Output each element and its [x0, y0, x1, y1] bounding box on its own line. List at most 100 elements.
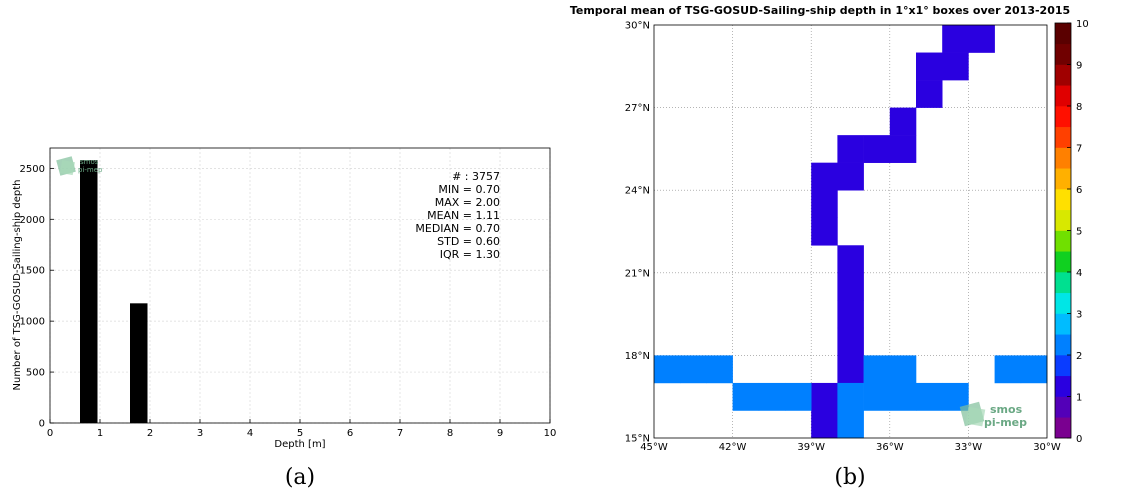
histogram-y-tick-label: 0 — [39, 419, 45, 430]
histogram-x-tick-label: 1 — [97, 428, 103, 439]
map-cell — [837, 162, 864, 191]
map-cell — [968, 25, 995, 53]
histogram-x-tick-label: 0 — [47, 428, 53, 439]
map-x-tick-label: 30°W — [1033, 442, 1061, 453]
colorbar-tick-label: 7 — [1076, 144, 1082, 155]
map-x-tick-label: 36°W — [876, 442, 904, 453]
map-cell — [889, 107, 917, 136]
map-ticks: 45°W 42°W 39°W 36°W 33°W 30°W 15°N 18°N 21°N 24°N… — [625, 21, 1061, 454]
histogram-x-tick-label: 4 — [247, 428, 253, 439]
map-cell — [758, 382, 786, 411]
map-cell — [811, 410, 838, 439]
map-x-tick-label: 45°W — [640, 442, 668, 453]
colorbar-segment — [1055, 106, 1071, 128]
map-cell — [863, 355, 891, 384]
colorbar-segment — [1055, 168, 1071, 190]
map-cell — [994, 355, 1022, 384]
histogram-y-tick-label: 500 — [26, 368, 45, 379]
histogram-y-tick-label: 2000 — [20, 215, 45, 226]
colorbar-segment — [1055, 85, 1071, 107]
colorbar-tick-label: 10 — [1076, 19, 1089, 30]
smos-logo-large: smos pi-mep — [959, 401, 1027, 429]
colorbar: 0 1 2 3 4 5 6 7 8 9 10 — [1054, 19, 1089, 445]
histogram-stat-line: MIN = 0.70 — [438, 183, 500, 196]
histogram-y-tick-label: 2500 — [20, 164, 45, 175]
map-cell — [732, 382, 760, 411]
histogram-x-tick-label: 2 — [147, 428, 153, 439]
histogram-chart: 0 1 2 3 4 5 6 7 8 9 10 0 500 1000 1500 2000 2500 Depth [… — [12, 147, 557, 490]
map-cell — [889, 135, 917, 163]
histogram-stat-line: MEDIAN = 0.70 — [415, 222, 500, 235]
histogram-x-tick-label: 9 — [497, 428, 503, 439]
histogram-y-tick-label: 1500 — [20, 266, 45, 277]
map-cell — [942, 25, 969, 53]
map-cell — [837, 272, 864, 301]
svg-text:pi-mep: pi-mep — [78, 166, 103, 174]
histogram-y-tick-label: 1000 — [20, 317, 45, 328]
map-cell — [837, 327, 864, 356]
colorbar-tick-label: 1 — [1076, 393, 1082, 404]
map-cell — [889, 355, 917, 384]
map-y-tick-label: 18°N — [625, 351, 650, 362]
colorbar-segment — [1055, 396, 1071, 418]
panel-label-b: (b) — [834, 465, 865, 490]
map-y-tick-label: 15°N — [625, 434, 650, 445]
map-y-tick-label: 24°N — [625, 186, 650, 197]
colorbar-tick-label: 6 — [1076, 185, 1082, 196]
colorbar-tick-label: 2 — [1076, 351, 1082, 362]
map-cell — [1020, 355, 1048, 384]
histogram-x-tick-label: 8 — [447, 428, 453, 439]
histogram-x-tick-label: 10 — [544, 428, 557, 439]
map-cell — [811, 162, 838, 191]
map-cell — [942, 52, 969, 81]
histogram-stat-line: IQR = 1.30 — [440, 248, 500, 261]
map-title: Temporal mean of TSG-GOSUD-Sailing-ship … — [570, 4, 1070, 17]
map-cell — [916, 52, 943, 81]
histogram-bars — [80, 160, 148, 423]
colorbar-segment — [1055, 126, 1071, 148]
histogram-stat-line: MEAN = 1.11 — [427, 209, 500, 222]
map-cell — [785, 382, 812, 411]
histogram-bar — [80, 160, 98, 423]
histogram-x-tick-label: 5 — [297, 428, 303, 439]
colorbar-segment — [1055, 189, 1071, 211]
colorbar-segment — [1055, 292, 1071, 314]
colorbar-tick-label: 5 — [1076, 227, 1082, 238]
map-cell — [811, 217, 838, 246]
map-y-tick-label: 27°N — [625, 103, 650, 114]
colorbar-segment — [1055, 355, 1071, 377]
map-cell — [837, 135, 864, 163]
histogram-y-axis-label: Number of TSG-GOSUD-Sailing-ship depth — [12, 179, 23, 390]
colorbar-segment — [1055, 230, 1071, 252]
histogram-x-tick-label: 3 — [197, 428, 203, 439]
colorbar-segment — [1055, 272, 1071, 294]
colorbar-segment — [1055, 375, 1071, 397]
map-cells — [654, 25, 1048, 439]
map-cell — [889, 382, 917, 411]
map-x-tick-label: 42°W — [719, 442, 747, 453]
map-cell — [680, 355, 707, 384]
map-y-tick-label: 21°N — [625, 268, 650, 279]
map-x-tick-label: 39°W — [797, 442, 825, 453]
colorbar-tick-label: 9 — [1076, 61, 1082, 72]
map-heatmap-chart: Temporal mean of TSG-GOSUD-Sailing-ship … — [570, 4, 1089, 490]
map-cell — [811, 382, 838, 411]
map-cell — [837, 410, 864, 439]
svg-text:smos: smos — [990, 403, 1023, 416]
svg-text:smos: smos — [80, 158, 99, 166]
map-cell — [837, 355, 864, 384]
colorbar-segment — [1055, 313, 1071, 335]
map-cell — [811, 190, 838, 219]
colorbar-segment — [1055, 334, 1071, 356]
colorbar-segment — [1055, 23, 1071, 45]
map-cell — [837, 300, 864, 329]
map-cell — [916, 382, 943, 411]
colorbar-tick-label: 3 — [1076, 310, 1082, 321]
map-x-tick-label: 33°W — [955, 442, 983, 453]
colorbar-tick-label: 4 — [1076, 268, 1082, 279]
map-cell — [863, 382, 891, 411]
colorbar-segment — [1055, 209, 1071, 231]
svg-text:pi-mep: pi-mep — [984, 416, 1027, 429]
